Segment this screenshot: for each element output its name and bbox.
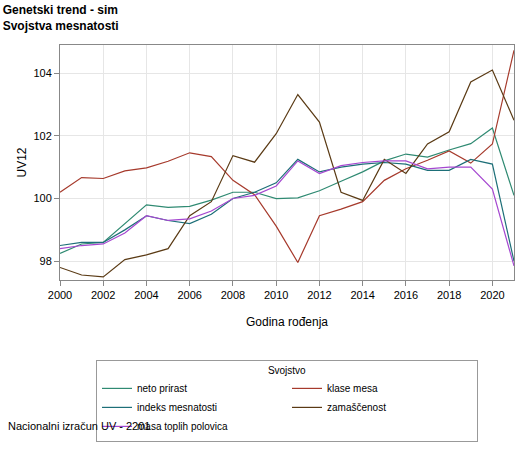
svg-text:98: 98 <box>40 255 52 267</box>
svg-text:indeks mesnatosti: indeks mesnatosti <box>137 402 217 413</box>
svg-text:UV12: UV12 <box>15 147 29 177</box>
svg-text:2020: 2020 <box>480 289 504 301</box>
svg-text:2008: 2008 <box>221 289 245 301</box>
svg-text:2016: 2016 <box>394 289 418 301</box>
svg-text:2000: 2000 <box>48 289 72 301</box>
svg-text:2010: 2010 <box>264 289 288 301</box>
svg-text:2012: 2012 <box>307 289 331 301</box>
svg-text:102: 102 <box>33 130 51 142</box>
svg-text:Genetski trend - simSvojstva m: Genetski trend - simSvojstva mesnatosti <box>3 3 119 33</box>
svg-text:Svojstvo: Svojstvo <box>268 365 306 376</box>
svg-text:neto prirast: neto prirast <box>137 383 187 394</box>
svg-text:100: 100 <box>33 192 51 204</box>
svg-text:Godina rođenja: Godina rođenja <box>246 315 328 329</box>
svg-text:2014: 2014 <box>350 289 374 301</box>
svg-text:klase mesa: klase mesa <box>327 383 378 394</box>
svg-text:2018: 2018 <box>437 289 461 301</box>
svg-text:zamaščenost: zamaščenost <box>327 402 386 413</box>
svg-text:2006: 2006 <box>177 289 201 301</box>
svg-text:masa toplih polovica: masa toplih polovica <box>137 421 228 432</box>
svg-text:2004: 2004 <box>134 289 158 301</box>
svg-text:104: 104 <box>33 67 51 79</box>
svg-text:2002: 2002 <box>91 289 115 301</box>
svg-text:Nacionalni izračun UV - 2201: Nacionalni izračun UV - 2201 <box>8 420 150 432</box>
